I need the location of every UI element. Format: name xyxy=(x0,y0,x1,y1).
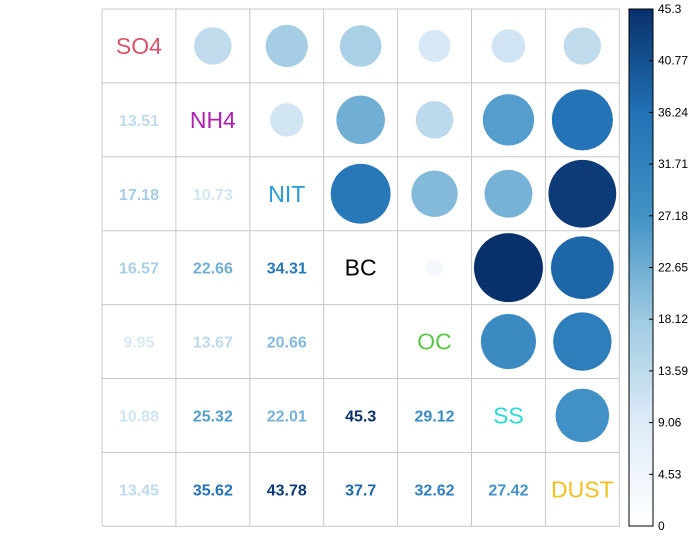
diagonal-label-nh4: NH4 xyxy=(190,107,236,133)
correlation-circle xyxy=(330,163,392,225)
correlation-value-label: 13.51 xyxy=(119,113,159,130)
correlation-circle xyxy=(547,159,617,229)
correlation-circle xyxy=(551,88,614,151)
correlation-value-label: 35.62 xyxy=(193,482,233,499)
colorbar-tick-label: 40.77 xyxy=(658,54,688,68)
correlation-circle xyxy=(552,311,613,372)
correlation-circle xyxy=(193,26,233,66)
correlation-value-label: 10.88 xyxy=(119,408,159,425)
correlation-value-label: 10.73 xyxy=(193,187,233,204)
colorbar-tick-label: 13.59 xyxy=(658,364,688,378)
correlation-value-label: 43.78 xyxy=(267,482,307,499)
correlation-value-label: 17.18 xyxy=(119,187,159,204)
diagonal-label-ss: SS xyxy=(493,402,524,428)
correlation-value-label: 9.95 xyxy=(123,335,154,352)
correlation-value-label: 13.67 xyxy=(193,335,233,352)
correlation-value-label: 22.01 xyxy=(267,408,307,425)
correlation-circle xyxy=(335,95,386,145)
correlation-circle xyxy=(265,24,309,68)
correlation-circle xyxy=(482,93,535,147)
colorbar-tick-label: 22.65 xyxy=(658,261,688,275)
colorbar-tick-label: 18.12 xyxy=(658,312,688,326)
correlation-value-label: 29.12 xyxy=(415,408,455,425)
correlation-circle xyxy=(425,258,444,277)
diagonal-label-nit: NIT xyxy=(268,181,305,207)
correlation-circle xyxy=(480,313,537,370)
correlation-value-label: 37.7 xyxy=(345,482,376,499)
correlation-value-label: 45.3 xyxy=(345,408,376,425)
colorbar-tick-label: 36.24 xyxy=(658,105,688,119)
colorbar-tick-label: 4.53 xyxy=(658,467,682,481)
colorbar-tick-label: 31.71 xyxy=(658,157,688,171)
correlation-value-label: 16.57 xyxy=(119,261,159,278)
colorbar-tick-label: 45.3 xyxy=(658,2,682,16)
correlation-circle xyxy=(483,169,533,219)
correlation-value-label: 13.45 xyxy=(119,482,159,499)
correlation-circle xyxy=(418,29,452,63)
correlation-circle xyxy=(410,170,459,218)
correlation-value-label: 22.66 xyxy=(193,261,233,278)
correlation-circle xyxy=(415,100,454,140)
correlation-circle xyxy=(555,388,610,443)
diagonal-label-dust: DUST xyxy=(551,476,614,502)
correlation-circle xyxy=(550,235,615,300)
correlation-circle xyxy=(491,28,526,64)
correlation-value-label: 20.66 xyxy=(267,335,307,352)
diagonal-label-oc: OC xyxy=(417,329,452,355)
diagonal-label-so4: SO4 xyxy=(116,33,162,59)
correlation-circle xyxy=(563,26,602,66)
colorbar-tick-label: 0 xyxy=(658,519,665,533)
correlation-value-label: 32.62 xyxy=(415,482,455,499)
correlation-value-label: 25.32 xyxy=(193,408,233,425)
diagonal-label-bc: BC xyxy=(345,255,377,281)
correlation-value-label: 27.42 xyxy=(488,482,528,499)
colorbar-tick-label: 9.06 xyxy=(658,416,682,430)
correlation-circle xyxy=(269,102,304,138)
correlation-circle xyxy=(473,232,544,303)
correlation-circle xyxy=(339,24,382,68)
colorbar-tick-label: 27.18 xyxy=(658,209,688,223)
correlation-value-label: 34.31 xyxy=(267,261,307,278)
